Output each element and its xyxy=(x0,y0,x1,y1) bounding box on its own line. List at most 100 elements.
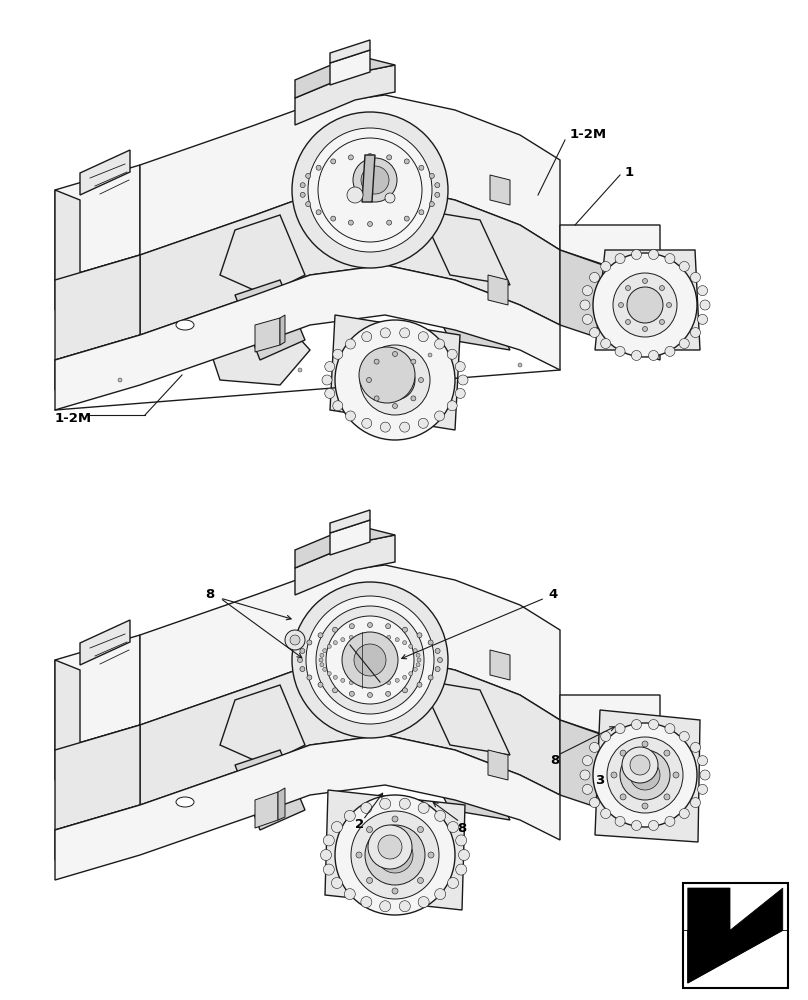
Circle shape xyxy=(627,287,663,323)
Circle shape xyxy=(381,422,390,432)
Circle shape xyxy=(319,658,323,662)
Circle shape xyxy=(680,261,689,271)
Circle shape xyxy=(300,648,305,653)
Circle shape xyxy=(632,820,642,830)
Circle shape xyxy=(316,165,321,170)
Circle shape xyxy=(417,658,421,662)
Circle shape xyxy=(416,663,420,667)
Polygon shape xyxy=(295,65,395,125)
Circle shape xyxy=(630,755,650,775)
Circle shape xyxy=(697,756,708,766)
Circle shape xyxy=(649,250,659,260)
Text: 4: 4 xyxy=(548,588,558,601)
Polygon shape xyxy=(362,155,375,202)
Text: 8: 8 xyxy=(205,588,215,601)
Circle shape xyxy=(318,138,422,242)
Circle shape xyxy=(680,339,689,349)
Circle shape xyxy=(393,352,398,357)
Circle shape xyxy=(368,222,372,227)
Circle shape xyxy=(409,672,413,676)
Circle shape xyxy=(368,622,372,628)
Circle shape xyxy=(316,606,424,714)
Circle shape xyxy=(447,349,457,359)
Polygon shape xyxy=(80,620,130,665)
Circle shape xyxy=(380,901,391,912)
Circle shape xyxy=(448,877,459,888)
Circle shape xyxy=(618,302,624,308)
Circle shape xyxy=(615,346,625,356)
Polygon shape xyxy=(55,725,140,830)
Text: 8: 8 xyxy=(457,822,467,834)
Circle shape xyxy=(436,667,440,672)
Circle shape xyxy=(392,816,398,822)
Circle shape xyxy=(590,742,600,752)
Circle shape xyxy=(359,634,363,638)
Circle shape xyxy=(335,320,455,440)
Polygon shape xyxy=(235,750,305,830)
Polygon shape xyxy=(55,805,140,860)
Circle shape xyxy=(419,332,428,342)
Polygon shape xyxy=(55,335,140,390)
Polygon shape xyxy=(140,95,560,255)
Circle shape xyxy=(665,254,675,264)
Circle shape xyxy=(428,852,434,858)
Circle shape xyxy=(642,326,647,332)
Circle shape xyxy=(349,691,355,696)
Circle shape xyxy=(697,286,708,296)
Circle shape xyxy=(334,641,338,645)
Circle shape xyxy=(368,153,372,158)
Circle shape xyxy=(330,159,336,164)
Circle shape xyxy=(367,377,372,382)
Circle shape xyxy=(335,795,455,915)
Circle shape xyxy=(413,667,417,671)
Circle shape xyxy=(377,634,381,638)
Polygon shape xyxy=(55,190,80,290)
Circle shape xyxy=(429,173,435,178)
Circle shape xyxy=(632,720,642,730)
Polygon shape xyxy=(595,710,700,842)
Circle shape xyxy=(419,210,424,215)
Circle shape xyxy=(436,648,440,653)
Text: 1-2M: 1-2M xyxy=(55,412,92,424)
Circle shape xyxy=(353,158,397,202)
Circle shape xyxy=(697,784,708,794)
Polygon shape xyxy=(55,735,560,880)
Circle shape xyxy=(378,835,402,859)
Circle shape xyxy=(354,644,386,676)
Circle shape xyxy=(325,388,335,398)
Circle shape xyxy=(600,731,611,741)
Circle shape xyxy=(419,802,429,813)
Circle shape xyxy=(307,675,312,680)
Polygon shape xyxy=(295,535,395,595)
Circle shape xyxy=(326,616,414,704)
Circle shape xyxy=(417,682,422,687)
Circle shape xyxy=(333,688,338,693)
Polygon shape xyxy=(280,315,285,345)
Circle shape xyxy=(301,183,305,188)
Polygon shape xyxy=(560,695,660,755)
Polygon shape xyxy=(688,930,783,983)
Circle shape xyxy=(590,272,600,282)
Circle shape xyxy=(341,678,345,682)
Circle shape xyxy=(308,128,432,252)
Circle shape xyxy=(318,682,323,687)
Polygon shape xyxy=(420,680,510,755)
Circle shape xyxy=(611,772,617,778)
Ellipse shape xyxy=(176,320,194,330)
Circle shape xyxy=(700,300,710,310)
Circle shape xyxy=(455,362,465,372)
Circle shape xyxy=(435,810,446,821)
Circle shape xyxy=(359,682,363,686)
Circle shape xyxy=(411,359,416,364)
Circle shape xyxy=(361,802,372,813)
Circle shape xyxy=(348,220,353,225)
Polygon shape xyxy=(55,660,80,760)
Circle shape xyxy=(691,798,701,808)
Circle shape xyxy=(374,359,379,364)
Polygon shape xyxy=(560,720,660,830)
Polygon shape xyxy=(330,40,370,63)
Circle shape xyxy=(665,816,675,826)
Circle shape xyxy=(360,345,430,415)
Polygon shape xyxy=(330,510,370,533)
Circle shape xyxy=(285,630,305,650)
